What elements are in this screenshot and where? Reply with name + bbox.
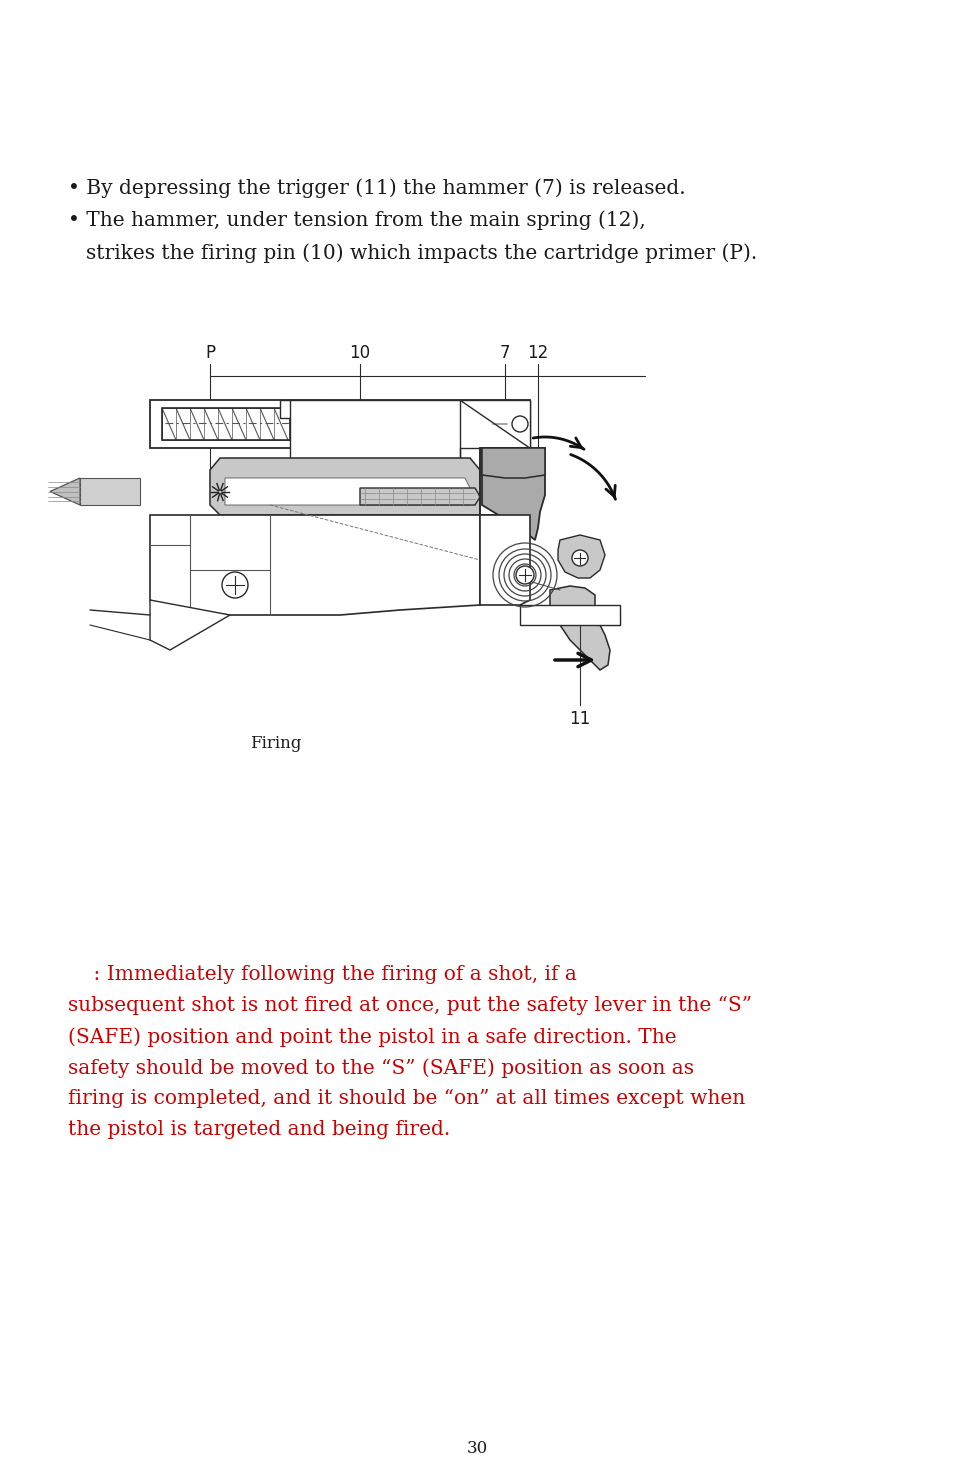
Text: 10: 10	[349, 344, 370, 361]
Text: 30: 30	[466, 1440, 487, 1457]
Polygon shape	[290, 409, 314, 417]
Polygon shape	[609, 611, 619, 625]
Polygon shape	[150, 600, 230, 650]
Polygon shape	[359, 488, 479, 504]
Polygon shape	[50, 478, 80, 504]
Polygon shape	[481, 448, 544, 478]
Circle shape	[512, 416, 527, 432]
Polygon shape	[481, 448, 544, 540]
Text: strikes the firing pin (10) which impacts the cartridge primer (P).: strikes the firing pin (10) which impact…	[86, 243, 757, 263]
Text: (SAFE) position and point the pistol in a safe direction. The: (SAFE) position and point the pistol in …	[68, 1027, 676, 1047]
Text: • The hammer, under tension from the main spring (12),: • The hammer, under tension from the mai…	[68, 209, 645, 230]
Text: • By depressing the trigger (11) the hammer (7) is released.: • By depressing the trigger (11) the ham…	[68, 178, 685, 198]
Text: Firing: Firing	[250, 735, 301, 752]
Polygon shape	[459, 400, 530, 448]
Text: 11: 11	[569, 709, 590, 729]
Text: the pistol is targeted and being fired.: the pistol is targeted and being fired.	[68, 1120, 450, 1139]
Polygon shape	[150, 515, 479, 615]
Polygon shape	[595, 611, 609, 625]
Text: P: P	[205, 344, 214, 361]
Circle shape	[572, 550, 587, 566]
Polygon shape	[162, 409, 521, 440]
Text: subsequent shot is not fired at once, put the safety lever in the “S”: subsequent shot is not fired at once, pu…	[68, 996, 751, 1015]
Text: firing is completed, and it should be “on” at all times except when: firing is completed, and it should be “o…	[68, 1089, 744, 1108]
Polygon shape	[479, 515, 530, 605]
Text: 12: 12	[527, 344, 548, 361]
Polygon shape	[290, 400, 530, 471]
Polygon shape	[280, 400, 319, 417]
Circle shape	[222, 572, 248, 597]
Polygon shape	[479, 448, 530, 515]
Circle shape	[516, 566, 534, 584]
Text: : Immediately following the firing of a shot, if a: : Immediately following the firing of a …	[68, 965, 577, 984]
Text: 7: 7	[499, 344, 510, 361]
Polygon shape	[550, 586, 609, 670]
Polygon shape	[150, 400, 530, 448]
Polygon shape	[210, 459, 479, 515]
Polygon shape	[519, 605, 619, 625]
Polygon shape	[558, 535, 604, 578]
Text: safety should be moved to the “S” (SAFE) position as soon as: safety should be moved to the “S” (SAFE)…	[68, 1058, 693, 1078]
Polygon shape	[80, 478, 140, 504]
Polygon shape	[225, 478, 470, 504]
